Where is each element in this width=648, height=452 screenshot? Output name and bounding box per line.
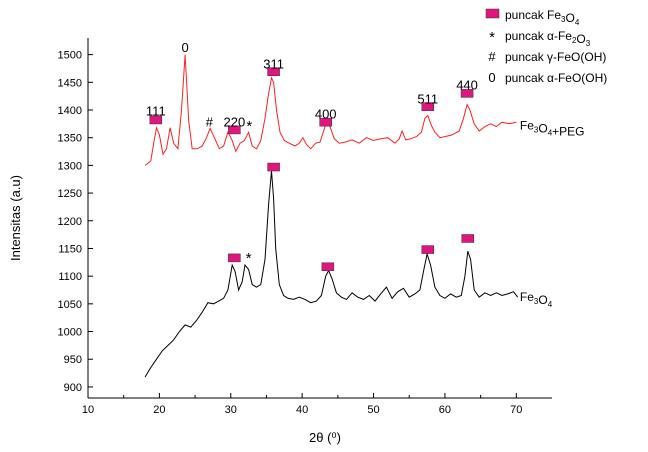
legend-label: puncak α-FeO(OH) <box>505 71 607 85</box>
y-tick-label: 1200 <box>58 216 82 228</box>
peak-label: 111 <box>146 104 166 119</box>
y-tick-label: 1050 <box>58 299 82 311</box>
legend-marker: 0 <box>488 70 495 85</box>
y-tick-label: 1000 <box>58 327 82 339</box>
y-axis-label: Intensitas (a.u) <box>8 175 23 261</box>
peak-label: * <box>246 118 252 135</box>
peak-label: 311 <box>263 56 284 71</box>
y-tick-label: 950 <box>64 354 82 366</box>
y-tick-label: 1400 <box>58 105 82 117</box>
legend-marker: * <box>489 29 495 46</box>
x-axis-ticks: 10 20 30 40 50 60 70 <box>82 393 522 416</box>
x-tick-label: 10 <box>82 404 94 416</box>
y-axis-ticks: 900 950 1000 1050 1100 1150 1200 1250 1300 1350 14… <box>58 50 93 394</box>
series-labels: Fe3O4+PEG Fe3O4 <box>520 118 585 309</box>
peak-label: 220 <box>223 115 245 130</box>
y-tick-label: 1250 <box>58 188 82 200</box>
axes <box>87 38 552 399</box>
peak-label: # <box>206 115 214 130</box>
x-axis-label: 2θ (⁰) <box>309 430 341 445</box>
legend: puncak Fe3O4 * puncak α-Fe2O3 # puncak γ-FeO… <box>485 8 607 85</box>
peak-marker <box>421 102 435 111</box>
x-tick-label: 30 <box>225 404 237 416</box>
peak-label: 440 <box>456 78 478 93</box>
x-tick-label: 60 <box>439 404 451 416</box>
y-tick-label: 1350 <box>58 133 82 145</box>
series-label: Fe3O4+PEG <box>520 118 585 138</box>
data-series <box>144 54 519 378</box>
peak-marker <box>319 117 332 127</box>
peak-marker <box>460 89 474 98</box>
peak-label: 511 <box>417 91 438 106</box>
x-tick-label: 70 <box>510 404 522 416</box>
x-tick-label: 50 <box>367 404 379 416</box>
y-tick-label: 1500 <box>58 50 82 62</box>
legend-label: puncak Fe3O4 <box>505 8 580 27</box>
peak-markers <box>149 67 475 271</box>
series-line <box>144 54 517 166</box>
series-label: Fe3O4 <box>520 290 553 309</box>
legend-label: puncak γ-FeO(OH) <box>505 50 606 64</box>
peak-marker <box>267 162 280 172</box>
x-tick-label: 40 <box>296 404 308 416</box>
peak-marker <box>421 245 435 254</box>
peak-marker <box>149 115 163 125</box>
y-tick-label: 1450 <box>58 77 82 89</box>
y-tick-label: 1100 <box>58 271 82 283</box>
peak-marker <box>228 125 241 135</box>
peak-label: 400 <box>315 106 337 121</box>
legend-marker: # <box>488 49 496 64</box>
peak-marker <box>461 234 475 243</box>
series-line <box>144 170 519 378</box>
peak-marker <box>228 253 241 263</box>
axis-labels: 2θ (⁰) Intensitas (a.u) <box>8 175 341 445</box>
peak-label: * <box>246 250 252 267</box>
legend-marker-square <box>485 8 500 19</box>
peak-marker <box>267 67 280 77</box>
y-tick-label: 1150 <box>58 243 82 255</box>
peak-label: 0 <box>181 40 188 55</box>
y-tick-label: 1300 <box>58 160 82 172</box>
x-tick-label: 20 <box>153 404 165 416</box>
peak-marker <box>321 262 335 271</box>
legend-label: puncak α-Fe2O3 <box>505 29 591 48</box>
y-tick-label: 900 <box>64 382 82 394</box>
